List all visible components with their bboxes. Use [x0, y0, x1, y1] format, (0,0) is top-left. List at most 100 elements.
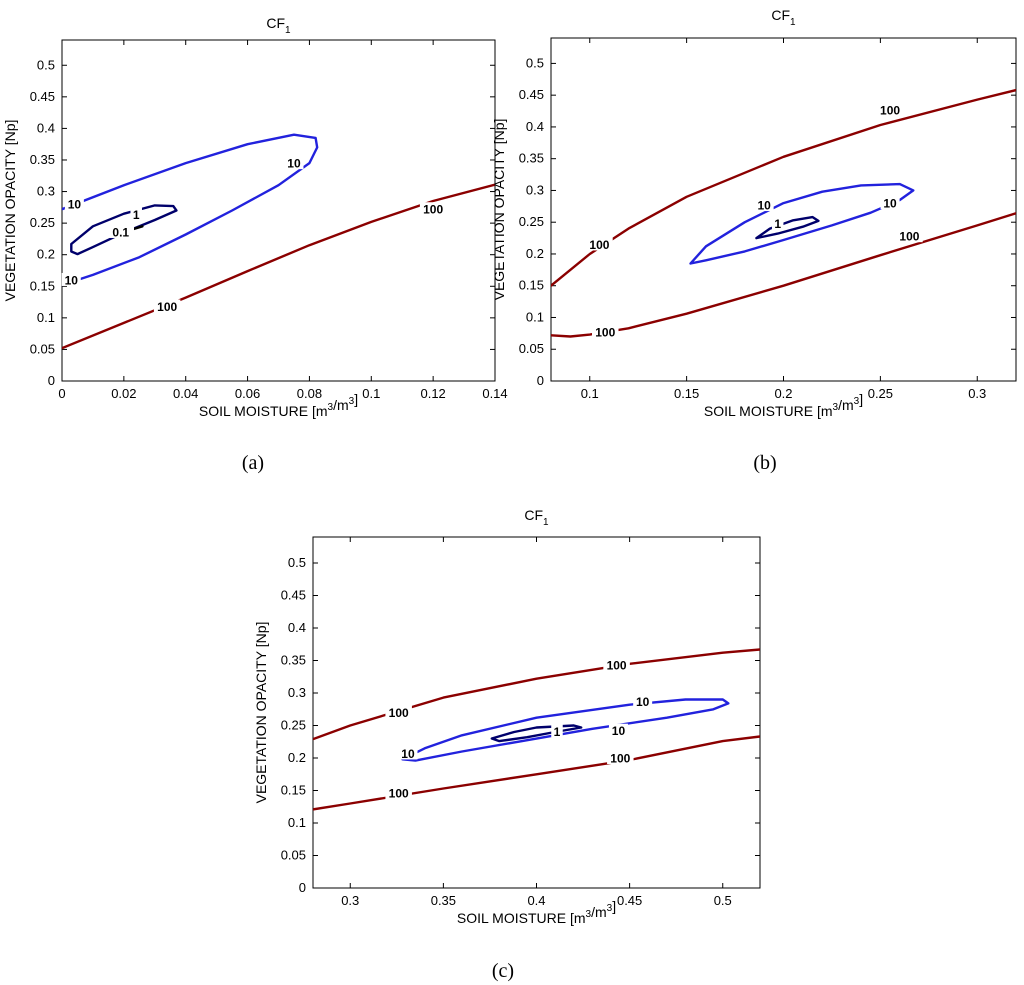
contour-label-bg: [107, 224, 135, 238]
contour-line-1: [755, 215, 820, 240]
y-tick-label: 0.25: [30, 215, 55, 230]
y-tick-label: 0.15: [30, 278, 55, 293]
contour-label-bg: [586, 237, 613, 251]
x-tick-label: 0.1: [581, 386, 599, 401]
contour-label-bg: [551, 724, 563, 738]
contour-line-1: [490, 724, 583, 743]
y-axis-title: VEGETATION OPACITY [Np]: [253, 622, 269, 804]
contour-label-bg: [771, 216, 784, 230]
contour-label-bg: [607, 751, 634, 764]
contour-label: 10: [68, 198, 82, 212]
contour-label: 100: [595, 326, 615, 340]
contour-label: 0.1: [112, 225, 129, 239]
contour-line-10: [689, 182, 915, 265]
contour-label: 10: [401, 747, 415, 761]
y-tick-label: 0.2: [37, 247, 55, 262]
contour-line-10: [62, 133, 319, 287]
contour-label: 100: [389, 706, 409, 720]
y-tick-label: 0.35: [519, 151, 544, 166]
y-tick-label: 0: [299, 880, 306, 895]
x-axis-title: SOIL MOISTURE [m3/m3]: [704, 391, 863, 419]
x-axis-title: SOIL MOISTURE [m3/m3]: [457, 898, 616, 926]
y-tick-label: 0.4: [288, 620, 306, 635]
contour-label: 10: [636, 695, 650, 709]
y-tick-label: 0.05: [519, 341, 544, 356]
y-tick-label: 0.45: [519, 87, 544, 102]
contour-label-bg: [419, 202, 447, 216]
x-tick-label: 0: [58, 386, 65, 401]
contour-lines: [551, 88, 1016, 338]
y-tick-label: 0.5: [288, 555, 306, 570]
plot-frame: [61, 39, 496, 382]
y-axis-title: VEGETATION OPACITY [Np]: [491, 119, 507, 301]
contour-label-bg: [284, 156, 304, 170]
contour-lines: [313, 648, 760, 811]
contour-label: 10: [65, 273, 79, 287]
contour-label: 100: [589, 238, 609, 252]
y-tick-label: 0.2: [526, 246, 544, 261]
plot-title: CF1: [524, 507, 549, 528]
contour-label-bg: [896, 229, 923, 243]
y-tick-label: 0: [537, 373, 544, 388]
contour-label-bg: [754, 198, 774, 212]
subfigure-caption: (b): [753, 452, 776, 474]
y-tick-label: 0.05: [281, 848, 306, 863]
x-tick-label: 0.3: [341, 893, 359, 908]
contour-label-bg: [603, 658, 630, 672]
contour-label: 100: [899, 230, 919, 244]
plot-title: CF1: [771, 7, 796, 28]
contour-label: 100: [157, 300, 177, 314]
chart-panel-3: 0.3 0.35 0.4 0.45 0.5 0 0.05 0.1 0.15 0.2 0.25 0.3 0…: [253, 507, 761, 982]
contour-label-bg: [398, 746, 418, 760]
y-tick-label: 0.3: [37, 184, 55, 199]
y-tick-label: 0.15: [519, 278, 544, 293]
x-tick-label: 0.1: [362, 386, 380, 401]
y-tick-label: 0.45: [30, 89, 55, 104]
contour-label-bg: [592, 325, 619, 339]
plot-title: CF1: [266, 15, 291, 36]
x-tick-label: 0.5: [714, 893, 732, 908]
contour-lines: [62, 133, 495, 350]
y-tick-label: 0.1: [526, 309, 544, 324]
y-tick-label: 0.5: [526, 55, 544, 70]
y-tick-label: 0.1: [37, 310, 55, 325]
contour-label: 100: [610, 752, 630, 766]
contour-line-100: [551, 212, 1016, 338]
y-tick-label: 0.05: [30, 341, 55, 356]
contour-label-bg: [385, 786, 412, 800]
x-tick-label: 0.06: [235, 386, 260, 401]
y-tick-label: 0.1: [288, 815, 306, 830]
y-tick-label: 0.25: [519, 214, 544, 229]
contour-label: 10: [287, 157, 301, 171]
contour-label: 100: [389, 787, 409, 801]
contour-line-100: [551, 88, 1016, 287]
x-tick-label: 0.14: [482, 386, 507, 401]
contour-label: 100: [423, 203, 443, 217]
contour-line-100: [313, 648, 760, 741]
y-tick-label: 0.35: [30, 152, 55, 167]
contour-label-bg: [64, 197, 84, 211]
contour-label: 1: [133, 208, 140, 222]
contour-label-bg: [880, 196, 900, 210]
contour-label: 1: [554, 725, 561, 739]
contour-label: 10: [883, 197, 897, 211]
x-tick-label: 0.45: [617, 893, 642, 908]
contour-label-bg: [608, 723, 628, 737]
chart-panel-2: 0.1 0.15 0.2 0.25 0.3 0 0.05 0.1 0.15 0.2 0.25 0.3 0…: [491, 7, 1017, 474]
contour-line-100: [313, 735, 760, 811]
contour-label-bg: [876, 102, 904, 116]
x-tick-label: 0.04: [173, 386, 198, 401]
x-tick-label: 0.08: [297, 386, 322, 401]
y-tick-label: 0.15: [281, 783, 306, 798]
x-tick-label: 0.3: [968, 386, 986, 401]
x-axis-title: SOIL MOISTURE [m3/m3]: [199, 391, 358, 419]
y-tick-label: 0.35: [281, 653, 306, 668]
y-tick-label: 0.4: [37, 120, 55, 135]
contour-label-bg: [61, 272, 81, 286]
y-tick-label: 0.4: [526, 119, 544, 134]
y-axis-title: VEGETATION OPACITY [Np]: [2, 120, 18, 302]
contour-label-bg: [385, 705, 412, 719]
chart-panel-1: 0 0.02 0.04 0.06 0.08 0.1 0.12 0.14 0 0.05 0.1 0.15…: [2, 15, 508, 474]
x-tick-label: 0.25: [868, 386, 893, 401]
